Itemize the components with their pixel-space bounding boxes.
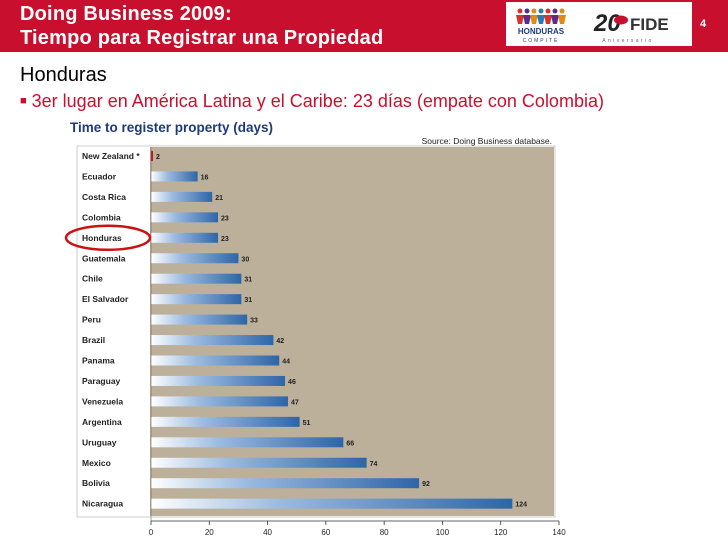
category-label-paraguay: Paraguay <box>82 376 121 386</box>
x-tick-label-100: 100 <box>436 528 450 537</box>
sponsor-logos: HONDURAS COMPITE 20 FIDE Aniversario <box>506 2 692 46</box>
x-tick-label-40: 40 <box>263 528 272 537</box>
value-label-ecuador: 16 <box>201 174 209 181</box>
fide-logo-name: FIDE <box>630 15 669 34</box>
bar-uruguay <box>151 437 344 448</box>
value-label-venezuela: 47 <box>291 399 299 406</box>
bar-colombia <box>151 212 219 223</box>
honduras-highlight-ellipse <box>64 224 152 252</box>
category-label-brazil: Brazil <box>82 335 105 345</box>
bar-ecuador <box>151 171 198 182</box>
category-label-argentina: Argentina <box>82 417 122 427</box>
x-tick-label-80: 80 <box>380 528 389 537</box>
value-labels: 2 16 21 23 23 30 31 31 33 42 44 46 47 51 66 74 92 124 <box>156 154 527 509</box>
category-label-panama: Panama <box>82 356 115 366</box>
x-axis: 0 20 40 60 80 100 120 140 <box>149 147 566 537</box>
value-label-panama: 44 <box>282 359 290 366</box>
bar-costa-rica <box>151 191 213 202</box>
category-label-uruguay: Uruguay <box>82 437 117 447</box>
x-tick-label-0: 0 <box>149 528 154 537</box>
x-tick-label-140: 140 <box>552 528 566 537</box>
value-label-bolivia: 92 <box>422 481 430 488</box>
bar-nicaragua <box>151 498 513 509</box>
category-label-chile: Chile <box>82 274 103 284</box>
chart-container: Time to register property (days) Source:… <box>64 118 574 546</box>
category-label-nicaragua: Nicaragua <box>82 499 123 509</box>
value-label-costa-rica: 21 <box>215 195 223 202</box>
bar-venezuela <box>151 396 288 407</box>
category-label-el-salvador: El Salvador <box>82 294 129 304</box>
bullet-text: 3er lugar en América Latina y el Caribe:… <box>31 91 604 111</box>
bar-mexico <box>151 457 367 468</box>
bar-panama <box>151 355 280 366</box>
category-labels: New Zealand * Ecuador Costa Rica Colombia Ho… <box>82 151 140 509</box>
category-label-honduras: Honduras <box>82 233 122 243</box>
category-label-ecuador: Ecuador <box>82 171 117 181</box>
value-label-honduras: 23 <box>221 236 229 243</box>
value-label-el-salvador: 31 <box>244 297 252 304</box>
category-label-guatemala: Guatemala <box>82 253 126 263</box>
honduras-compite-logo: HONDURAS COMPITE <box>516 8 566 44</box>
slide-title-line-1: Doing Business 2009: <box>20 3 232 25</box>
value-label-uruguay: 66 <box>346 440 354 447</box>
value-label-brazil: 42 <box>276 338 284 345</box>
value-label-new-zealand: 2 <box>156 154 160 161</box>
bar-honduras <box>151 232 219 243</box>
x-tick-label-60: 60 <box>321 528 330 537</box>
sponsor-logos-graphic: HONDURAS COMPITE 20 FIDE Aniversario <box>516 8 669 44</box>
honduras-logo-name: HONDURAS <box>518 27 565 36</box>
bar-bolivia <box>151 478 420 489</box>
section-heading: Honduras <box>20 64 107 86</box>
bar-el-salvador <box>151 294 242 305</box>
bar-chart: Time to register property (days) Source:… <box>64 120 566 537</box>
category-label-bolivia: Bolivia <box>82 478 110 488</box>
x-tick-label-20: 20 <box>205 528 214 537</box>
bar-marks <box>151 151 513 509</box>
square-bullet-icon: ■ <box>20 95 27 107</box>
value-label-guatemala: 30 <box>241 256 249 263</box>
slide-number: 4 <box>700 18 707 30</box>
category-label-venezuela: Venezuela <box>82 396 123 406</box>
bar-guatemala <box>151 253 239 264</box>
chart-source: Source: Doing Business database. <box>422 136 552 146</box>
bar-brazil <box>151 335 274 346</box>
value-label-mexico: 74 <box>370 461 378 468</box>
value-label-argentina: 51 <box>303 420 311 427</box>
bar-argentina <box>151 416 300 427</box>
category-label-costa-rica: Costa Rica <box>82 192 126 202</box>
value-label-peru: 33 <box>250 318 258 325</box>
value-label-chile: 31 <box>244 277 252 284</box>
value-label-colombia: 23 <box>221 215 229 222</box>
plot-area <box>150 147 554 516</box>
value-label-nicaragua: 124 <box>515 502 527 509</box>
bar-peru <box>151 314 248 325</box>
fide-logo-mark-icon <box>614 15 628 25</box>
fide-logo: 20 FIDE Aniversario <box>593 10 669 44</box>
value-label-paraguay: 46 <box>288 379 296 386</box>
category-label-new-zealand: New Zealand * <box>82 151 140 161</box>
slide-title-line-2: Tiempo para Registrar una Propiedad <box>20 27 384 49</box>
honduras-logo-sub: COMPITE <box>523 38 560 44</box>
slide-title: Doing Business 2009: Tiempo para Registr… <box>20 2 383 50</box>
header-bar: Doing Business 2009: Tiempo para Registr… <box>0 0 728 52</box>
x-tick-label-120: 120 <box>494 528 508 537</box>
category-label-colombia: Colombia <box>82 212 121 222</box>
people-icon <box>516 8 566 24</box>
fide-logo-sub: Aniversario <box>602 38 653 44</box>
category-label-mexico: Mexico <box>82 458 111 468</box>
bar-new-zealand <box>151 151 153 161</box>
category-label-peru: Peru <box>82 315 101 325</box>
bullet-item: ■ 3er lugar en América Latina y el Caribe… <box>20 91 604 112</box>
bar-paraguay <box>151 375 286 386</box>
chart-title: Time to register property (days) <box>70 120 273 135</box>
bar-chile <box>151 273 242 284</box>
